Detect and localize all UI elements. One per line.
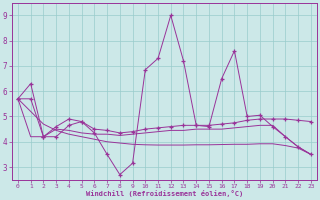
X-axis label: Windchill (Refroidissement éolien,°C): Windchill (Refroidissement éolien,°C) (86, 190, 243, 197)
